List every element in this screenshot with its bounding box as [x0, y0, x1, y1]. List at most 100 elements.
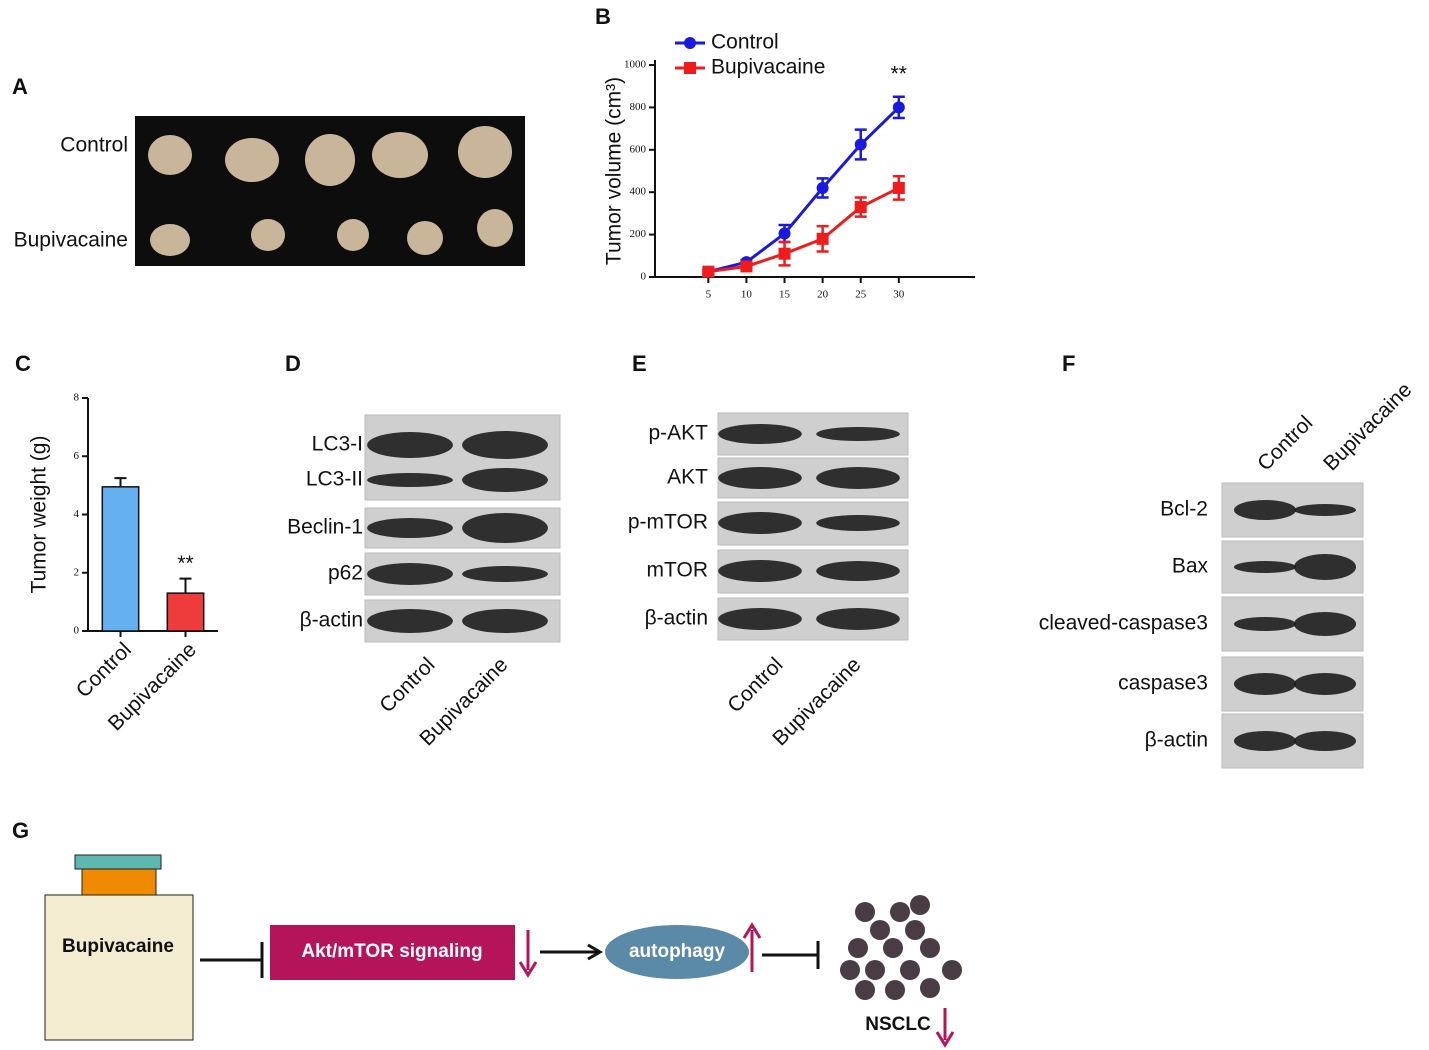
- tumors: [148, 126, 513, 256]
- y-tick-label: 6: [74, 450, 80, 462]
- y-axis-label: Tumor volume (cm³): [603, 77, 626, 265]
- point: [816, 232, 829, 245]
- blot-row-label: cleaved-caspase3: [1039, 612, 1208, 635]
- blot-band: [1233, 617, 1297, 631]
- blot-band: [462, 513, 548, 543]
- blot-band: [1293, 612, 1357, 636]
- blot-row-label: Beclin-1: [287, 516, 363, 539]
- error-bar: [179, 577, 192, 594]
- blot-band: [1233, 561, 1297, 573]
- tumor: [372, 132, 428, 178]
- blot-band: [816, 608, 900, 630]
- blot-band: [1293, 554, 1357, 580]
- blot-row-label: mTOR: [647, 559, 708, 582]
- panel-letter: B: [595, 4, 611, 29]
- blot-band: [1293, 504, 1357, 516]
- blot-band: [816, 467, 900, 489]
- tumor: [225, 138, 279, 182]
- inhibit: [762, 941, 820, 969]
- y-tick-label: 200: [630, 228, 647, 240]
- tumor: [305, 134, 355, 186]
- blot-row-label: p62: [328, 562, 363, 585]
- blot-band: [462, 609, 548, 633]
- blot-band: [816, 515, 900, 531]
- row-label: Control: [60, 134, 128, 157]
- x-tick-label: 25: [855, 289, 867, 301]
- y-tick-label: 4: [74, 508, 80, 520]
- annotation: **: [177, 552, 193, 575]
- y-tick-label: 400: [630, 186, 647, 198]
- blot-row-label: p-AKT: [648, 422, 708, 445]
- y-axis-label: Tumor weight (g): [28, 436, 51, 594]
- legend-label: Bupivacaine: [711, 56, 825, 79]
- arrow: [540, 943, 603, 961]
- process-node: [605, 925, 749, 979]
- y-tick-label: 0: [74, 625, 80, 637]
- process-label: autophagy: [629, 941, 725, 962]
- row-label: Bupivacaine: [14, 229, 128, 252]
- blot-band: [816, 561, 900, 581]
- legend-label: Control: [711, 31, 779, 54]
- x-tick-label: Control: [72, 638, 136, 702]
- blot-row-label: β-actin: [645, 607, 708, 630]
- blot-band: [462, 431, 548, 459]
- blot-column-label: Bupivacaine: [1319, 378, 1416, 475]
- y-tick-label: 8: [74, 392, 80, 404]
- y-tick-label: 800: [630, 101, 647, 113]
- blot-band: [462, 468, 548, 492]
- tumor: [251, 219, 285, 251]
- jar-neck: [81, 868, 157, 897]
- point: [740, 260, 753, 273]
- blot-row-label: p-mTOR: [628, 511, 708, 534]
- tumor: [150, 224, 190, 256]
- blot-band: [1233, 731, 1297, 751]
- blot-band: [367, 563, 453, 585]
- blot-band: [718, 512, 802, 534]
- tumor: [458, 126, 512, 178]
- panel-letter: G: [12, 818, 29, 843]
- blot-band: [816, 427, 900, 441]
- drug-label: Bupivacaine: [62, 936, 174, 957]
- blot-band: [718, 560, 802, 582]
- y-tick-label: 0: [641, 271, 647, 283]
- panel-letter: E: [632, 351, 647, 376]
- x-tick-label: 20: [817, 289, 829, 301]
- blot-row-label: β-actin: [300, 609, 363, 632]
- y-tick-label: 600: [630, 143, 647, 155]
- x-tick-label: 30: [893, 289, 905, 301]
- blot-band: [367, 473, 453, 487]
- tumor: [337, 219, 369, 251]
- panel-letter: C: [15, 351, 31, 376]
- legend-marker: [684, 62, 696, 74]
- inhibit: [200, 942, 264, 978]
- x-tick-label: 15: [779, 289, 791, 301]
- blot-row-label: LC3-II: [306, 468, 363, 491]
- panel-letter: A: [12, 74, 28, 99]
- panel-letter: F: [1062, 351, 1075, 376]
- tumor: [407, 221, 443, 255]
- up-arrow: [742, 922, 762, 972]
- point: [854, 138, 867, 151]
- blot-band: [1293, 731, 1357, 751]
- blot-band: [1233, 673, 1297, 695]
- cells: [840, 895, 962, 1000]
- x-tick-label: 10: [741, 289, 753, 301]
- down-arrow: [518, 930, 538, 978]
- blot-row-label: Bcl-2: [1160, 498, 1208, 521]
- blot-row-label: caspase3: [1118, 672, 1208, 695]
- blot-column-label: Control: [375, 653, 439, 717]
- point: [854, 201, 867, 214]
- blot-band: [718, 608, 802, 630]
- blot-row-label: β-actin: [1145, 729, 1208, 752]
- bar: [166, 592, 205, 632]
- point: [702, 265, 715, 278]
- legend-marker: [684, 37, 696, 49]
- blot-row-label: AKT: [667, 466, 708, 489]
- blot-column-label: Control: [1253, 411, 1317, 475]
- blot-band: [462, 566, 548, 582]
- blot-row-label: Bax: [1172, 555, 1209, 578]
- series-line: [708, 186, 900, 274]
- y-tick-label: 2: [74, 566, 80, 578]
- blot-row-label: LC3-I: [312, 433, 363, 456]
